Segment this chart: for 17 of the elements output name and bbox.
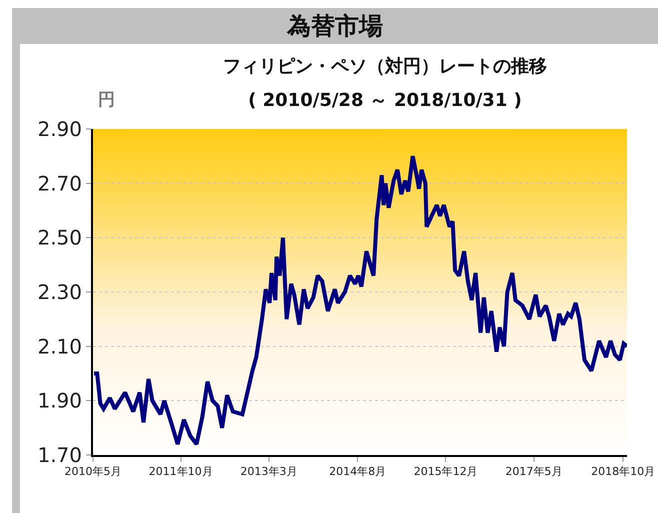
x-tick-label: 2011年10月 — [148, 465, 213, 478]
y-tick-label: 2.70 — [37, 171, 82, 196]
x-tick-label: 2013年3月 — [240, 465, 298, 478]
x-tick-label: 2010年5月 — [64, 465, 122, 478]
x-tick-label: 2014年8月 — [329, 465, 386, 478]
y-tick-label: 2.10 — [37, 334, 82, 358]
y-tick-label: 1.90 — [37, 388, 82, 413]
chart-subtitle: フィリピン・ペソ（対円）レートの推移 ( 2010/5/28 ～ 2018/10/31 ) — [222, 55, 548, 113]
y-tick-label: 2.90 — [37, 117, 82, 141]
y-axis-title: 円 — [98, 89, 115, 111]
y-tick-label: 1.70 — [37, 443, 82, 467]
y-tick-label: 2.50 — [37, 226, 82, 250]
x-tick-label: 2017年5月 — [505, 465, 562, 478]
x-tick-label: 2015年12月 — [414, 465, 478, 478]
y-tick-label: 2.30 — [37, 280, 82, 304]
x-tick-label: 2018年10月 — [591, 465, 656, 478]
chart-title: 為替市場 — [12, 8, 658, 44]
